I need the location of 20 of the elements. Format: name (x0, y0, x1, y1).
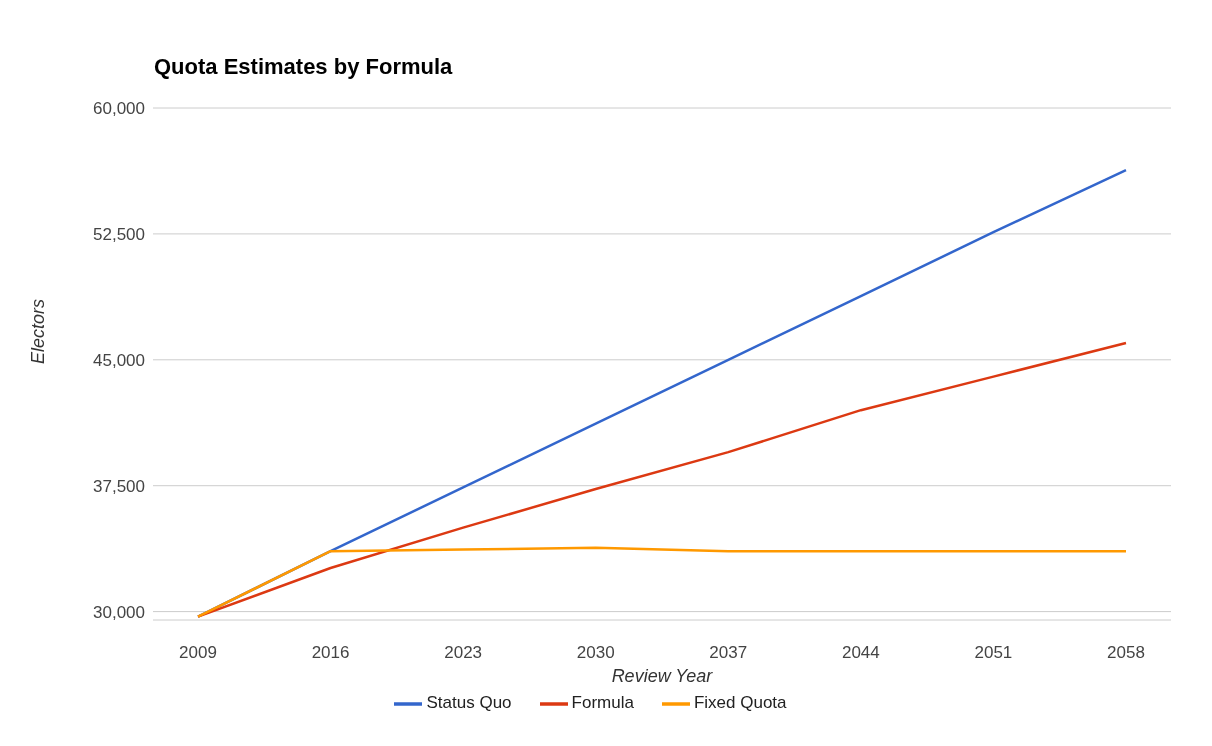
legend-label: Fixed Quota (693, 693, 787, 713)
legend-label: Formula (571, 693, 634, 713)
y-tick-label: 45,000 (93, 350, 145, 370)
x-tick-label: 2051 (974, 643, 1013, 663)
legend-label: Status Quo (426, 693, 512, 713)
y-tick-label: 52,500 (93, 224, 145, 244)
x-tick-label: 2058 (1107, 643, 1145, 663)
x-tick-label: 2016 (311, 643, 350, 663)
line-series (196, 546, 1128, 618)
x-tick-label: 2044 (841, 643, 880, 663)
x-axis-title: Review Year (611, 666, 714, 686)
y-tick-label: 30,000 (93, 602, 145, 622)
chart-title: Quota Estimates by Formula (154, 54, 453, 80)
x-tick-label: 2030 (576, 643, 615, 663)
x-tick-label: 2023 (444, 643, 483, 663)
x-tick-label: 2037 (709, 643, 748, 663)
y-axis-title: Electors (28, 298, 49, 364)
y-tick-label: 37,500 (93, 476, 145, 496)
x-tick-label: 2009 (179, 643, 217, 663)
y-tick-label: 60,000 (93, 99, 145, 119)
